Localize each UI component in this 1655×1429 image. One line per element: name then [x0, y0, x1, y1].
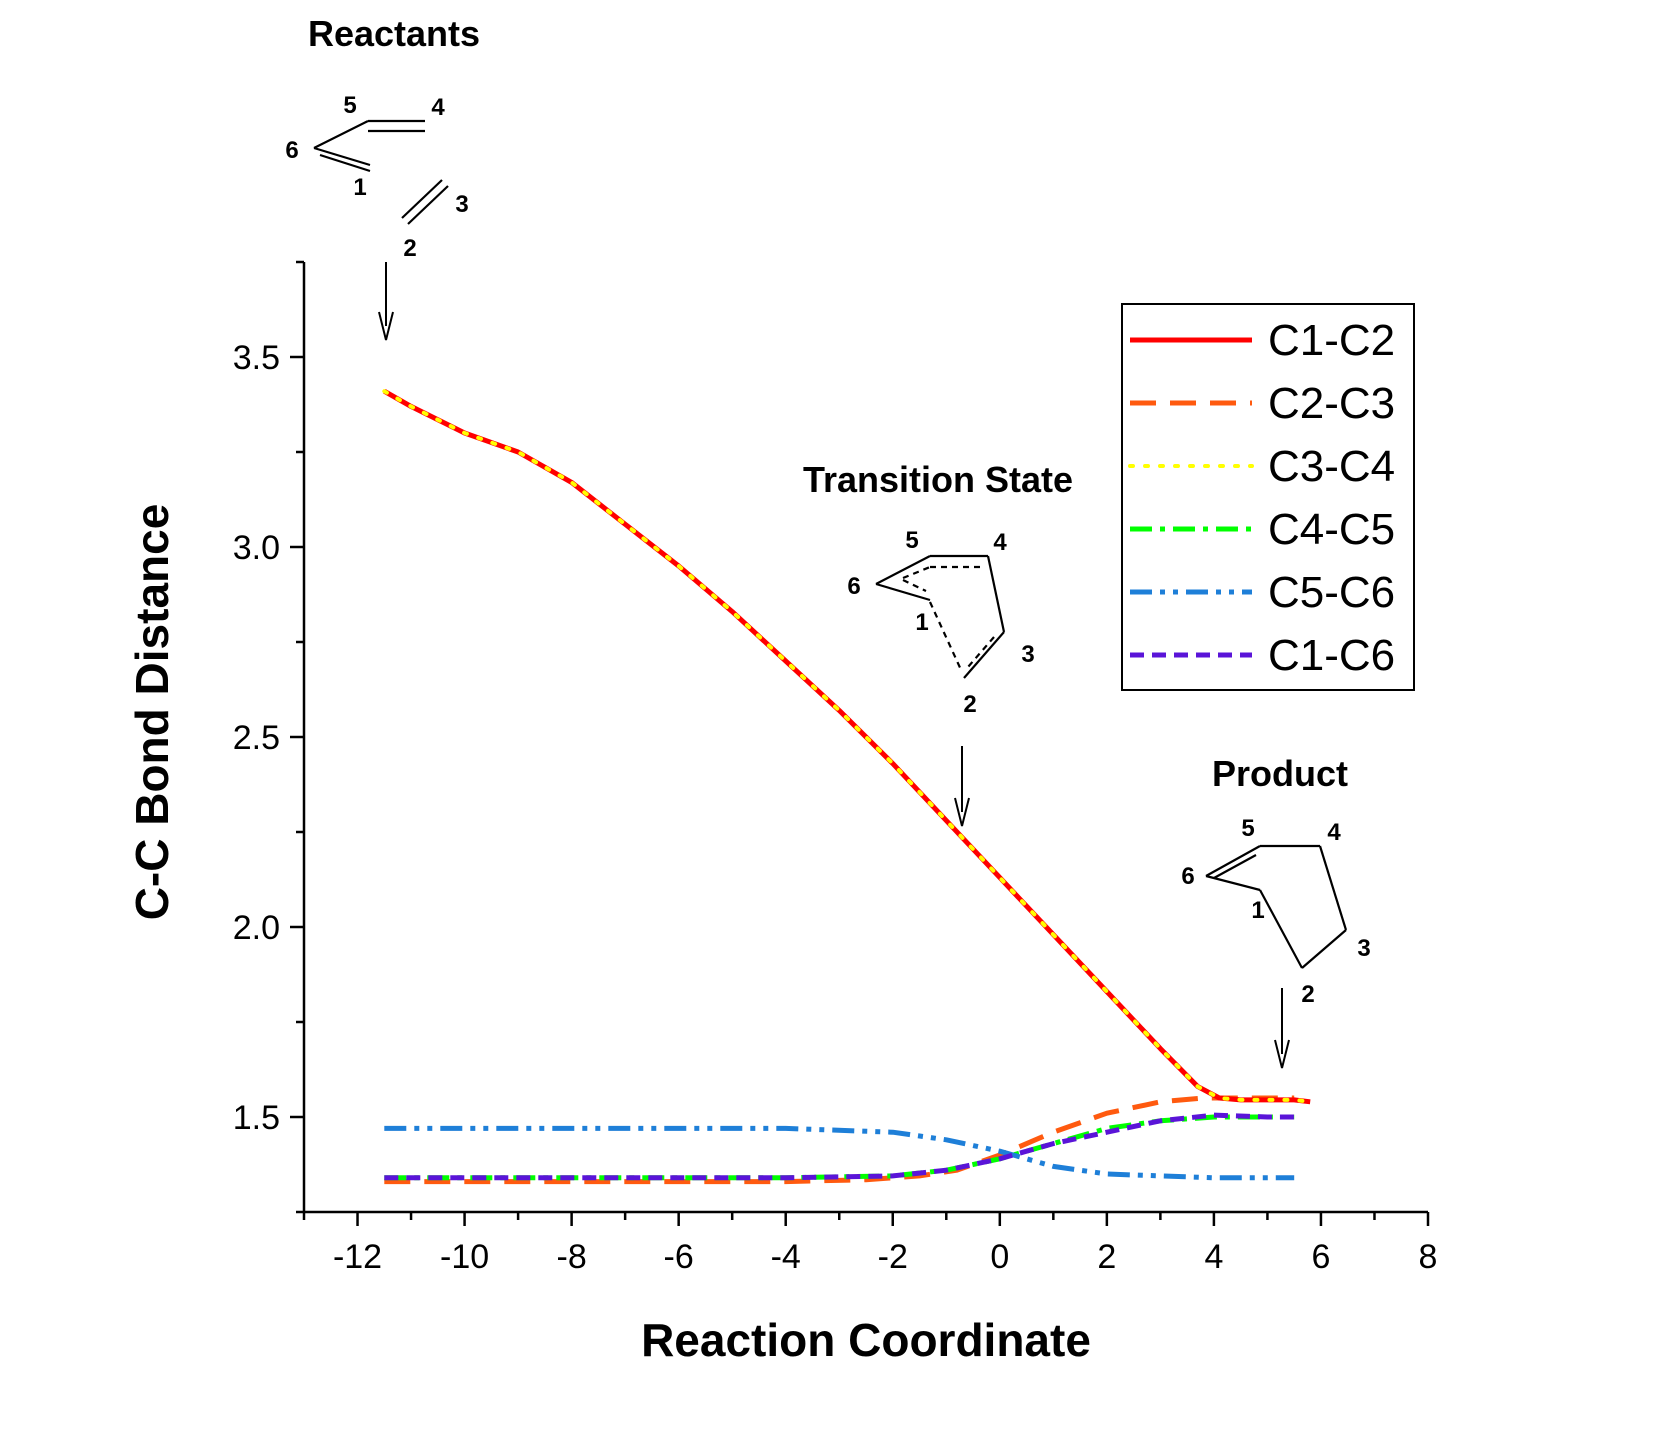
- product-num-6: 6: [1181, 863, 1194, 890]
- y-axis-label: C-C Bond Distance: [126, 504, 178, 921]
- series-line-c3-c4: [382, 389, 1313, 1104]
- x-axis-label: Reaction Coordinate: [641, 1314, 1091, 1366]
- series-line-c4-c5: [384, 1114, 1295, 1181]
- reactants-annotation: Reactants 5 4 6 1 3 2: [285, 13, 480, 341]
- axis-tick-labels: -12 -10 -8 -6 -4 -2 0 2 4 6 8 1.5 2.0 2.5 3.0 3.5: [233, 339, 1438, 1276]
- product-structure: [1205, 844, 1348, 969]
- y-tick-label: 3.0: [233, 529, 280, 567]
- x-tick-label: 4: [1204, 1238, 1223, 1276]
- product-label: Product: [1212, 753, 1348, 794]
- transition-state-annotation: Transition State 5 4 6 1 3 2: [803, 459, 1073, 827]
- reactants-num-4: 4: [431, 94, 445, 121]
- reactants-label: Reactants: [308, 13, 480, 54]
- x-tick-label: 2: [1097, 1238, 1116, 1276]
- transition-state-num-6: 6: [847, 573, 860, 600]
- series-line-c2-c3: [384, 1095, 1295, 1185]
- legend-box: [1121, 303, 1415, 691]
- product-num-3: 3: [1357, 935, 1370, 962]
- legend-label-c3-c4: C3-C4: [1268, 442, 1395, 491]
- series-line-c1-c6: [384, 1112, 1295, 1181]
- transition-state-num-2: 2: [963, 691, 976, 718]
- y-tick-label: 3.5: [233, 339, 280, 377]
- transition-state-num-4: 4: [993, 529, 1007, 556]
- transition-state-label: Transition State: [803, 459, 1073, 500]
- x-tick-label: -10: [440, 1238, 489, 1276]
- product-num-4: 4: [1327, 819, 1341, 846]
- x-tick-label: -6: [664, 1238, 694, 1276]
- y-tick-label: 1.5: [233, 1099, 280, 1137]
- transition-state-structure: [875, 554, 1006, 679]
- legend-label-c5-c6: C5-C6: [1268, 568, 1395, 617]
- x-tick-label: -2: [878, 1238, 908, 1276]
- transition-state-num-5: 5: [905, 527, 918, 554]
- series-line-c5-c6: [384, 1125, 1295, 1181]
- x-tick-label: 6: [1311, 1238, 1330, 1276]
- x-tick-label: 8: [1419, 1238, 1438, 1276]
- product-num-1: 1: [1251, 897, 1264, 924]
- x-tick-label: -4: [771, 1238, 801, 1276]
- legend: C1-C2 C2-C3 C3-C4 C4-C5 C5-C6 C1-C6: [1121, 303, 1415, 691]
- product-annotation: Product 5 4 6 1 3 2: [1181, 753, 1371, 1069]
- reactants-num-6: 6: [285, 137, 298, 164]
- legend-label-c1-c6: C1-C6: [1268, 631, 1395, 680]
- reactants-num-5: 5: [343, 92, 356, 119]
- reactants-num-1: 1: [353, 174, 366, 201]
- legend-label-c1-c2: C1-C2: [1268, 316, 1395, 365]
- x-tick-label: -8: [557, 1238, 587, 1276]
- transition-state-num-3: 3: [1021, 641, 1034, 668]
- reactants-structure: [313, 119, 449, 225]
- y-tick-label: 2.0: [233, 909, 280, 947]
- legend-label-c4-c5: C4-C5: [1268, 505, 1395, 554]
- product-num-2: 2: [1301, 981, 1314, 1008]
- product-arrow: [1274, 988, 1290, 1069]
- reactants-num-2: 2: [403, 235, 416, 262]
- y-tick-label: 2.5: [233, 719, 280, 757]
- legend-label-c2-c3: C2-C3: [1268, 379, 1395, 428]
- axis-ticks: [290, 260, 1430, 1226]
- transition-state-num-1: 1: [915, 609, 928, 636]
- transition-state-arrow: [954, 746, 970, 827]
- series-layer: [382, 389, 1313, 1185]
- reactants-arrow: [378, 262, 394, 341]
- product-num-5: 5: [1241, 815, 1254, 842]
- reactants-num-3: 3: [455, 191, 468, 218]
- x-tick-label: -12: [333, 1238, 382, 1276]
- x-tick-label: 0: [990, 1238, 1009, 1276]
